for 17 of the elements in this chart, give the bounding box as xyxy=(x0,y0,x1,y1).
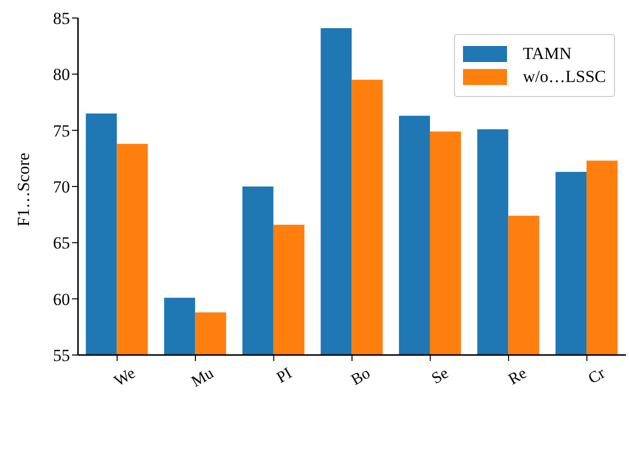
y-tick-label: 70 xyxy=(53,178,70,197)
y-tick-label: 85 xyxy=(53,9,70,28)
x-tick-label: Mu xyxy=(188,364,217,391)
x-tick-label: Se xyxy=(429,364,452,388)
x-tick-label: Bo xyxy=(348,364,374,389)
y-tick-label: 65 xyxy=(53,234,70,253)
x-tick-label: Cr xyxy=(586,364,609,388)
legend-label: TAMN xyxy=(522,44,572,64)
legend-label: w/o…LSSC xyxy=(522,67,606,87)
y-tick-label: 60 xyxy=(53,290,70,309)
y-tick-label: 75 xyxy=(53,121,70,140)
y-tick-label: 55 xyxy=(53,346,70,366)
x-tick-label: Re xyxy=(506,364,530,388)
x-tick-label: We xyxy=(112,364,138,390)
x-tick-label: PI xyxy=(274,364,295,387)
y-tick-label: 80 xyxy=(53,65,70,84)
y-axis-title: F1…Score xyxy=(14,152,34,226)
